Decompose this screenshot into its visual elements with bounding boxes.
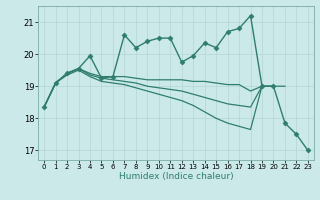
- X-axis label: Humidex (Indice chaleur): Humidex (Indice chaleur): [119, 172, 233, 181]
